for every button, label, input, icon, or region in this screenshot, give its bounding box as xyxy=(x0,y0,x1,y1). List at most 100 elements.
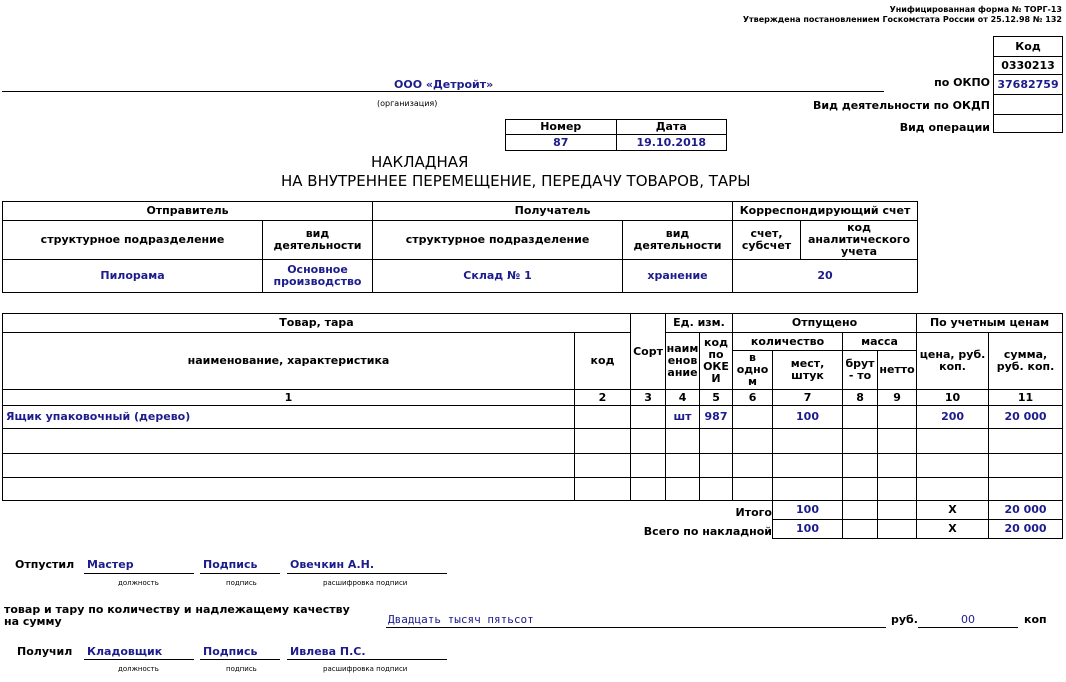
kop-value[interactable]: 00 xyxy=(961,613,975,626)
rub-label: руб. xyxy=(891,613,918,626)
table-cell[interactable] xyxy=(877,453,918,478)
organization-name[interactable]: ООО «Детройт» xyxy=(394,78,494,91)
grand-total-qty: 100 xyxy=(772,519,843,539)
table-cell[interactable] xyxy=(772,453,844,478)
released-sign[interactable]: Подпись xyxy=(203,558,258,571)
sender-dept[interactable]: Пилорама xyxy=(2,259,263,293)
codes-table: Код 0330213 37682759 xyxy=(993,36,1063,133)
okpo-value[interactable]: 37682759 xyxy=(993,74,1063,95)
table-cell[interactable] xyxy=(630,405,667,429)
table-cell[interactable]: 100 xyxy=(772,405,844,429)
table-cell[interactable] xyxy=(916,428,990,454)
table-cell[interactable] xyxy=(842,428,879,454)
in-one-header: в одно м xyxy=(732,350,774,390)
okpo-label: по ОКПО xyxy=(934,76,990,89)
released-name-caption: расшифровка подписи xyxy=(323,579,408,587)
column-number: 11 xyxy=(988,389,1064,406)
received-sign-caption: подпись xyxy=(226,665,257,673)
okei-header: код по ОКЕ И xyxy=(699,332,734,390)
doc-date[interactable]: 19.10.2018 xyxy=(615,134,727,151)
table-cell[interactable] xyxy=(2,477,575,501)
places-header: мест, штук xyxy=(772,350,844,390)
table-cell[interactable] xyxy=(877,405,918,429)
receiver-activity[interactable]: хранение xyxy=(622,259,734,293)
receiver-activity-header: вид деятельности xyxy=(622,220,734,260)
table-row xyxy=(2,428,1064,454)
column-number: 3 xyxy=(630,389,667,406)
amount-text: товар и тару по количеству и надлежащему… xyxy=(4,603,350,628)
table-cell[interactable] xyxy=(630,453,667,478)
table-cell[interactable] xyxy=(988,428,1064,454)
total-price: Х xyxy=(916,500,989,520)
unit-header: Ед. изм. xyxy=(665,313,734,333)
table-cell[interactable] xyxy=(988,453,1064,478)
released-name[interactable]: Овечкин А.Н. xyxy=(290,558,375,571)
sender-activity[interactable]: Основное производство xyxy=(261,259,374,293)
receiver-dept[interactable]: Склад № 1 xyxy=(372,259,624,293)
released-position[interactable]: Мастер xyxy=(87,558,134,571)
totals-table: 100 Х 20 000 100 Х 20 000 xyxy=(772,500,1063,539)
table-cell[interactable] xyxy=(573,477,632,501)
table-row: Ящик упаковочный (дерево) шт 987 100 200 20 0… xyxy=(2,405,1064,429)
received-sign[interactable]: Подпись xyxy=(203,645,258,658)
table-cell[interactable] xyxy=(699,428,734,454)
table-cell[interactable] xyxy=(842,453,879,478)
table-cell[interactable] xyxy=(573,405,632,429)
table-cell[interactable]: Ящик упаковочный (дерево) xyxy=(2,405,575,429)
received-name[interactable]: Ивлева П.С. xyxy=(290,645,366,658)
operation-value[interactable] xyxy=(993,114,1063,133)
parties-table: Отправитель Получатель Корреспондирующий с… xyxy=(1,201,919,293)
released-label: Отпустил xyxy=(15,558,75,571)
table-cell[interactable]: 200 xyxy=(916,405,990,429)
table-cell[interactable] xyxy=(916,453,990,478)
table-cell[interactable] xyxy=(699,453,734,478)
table-cell[interactable] xyxy=(732,405,774,429)
account-value[interactable]: 20 xyxy=(732,259,919,293)
column-number: 2 xyxy=(573,389,632,406)
code-header: Код xyxy=(993,36,1063,57)
grade-header: Сорт xyxy=(630,313,667,390)
organization-caption: (организация) xyxy=(377,99,438,108)
table-cell[interactable] xyxy=(877,477,918,501)
table-cell[interactable] xyxy=(699,477,734,501)
table-cell[interactable]: 987 xyxy=(699,405,734,429)
grand-total-net xyxy=(877,519,917,539)
okdp-value[interactable] xyxy=(993,94,1063,115)
table-cell[interactable]: 20 000 xyxy=(988,405,1064,429)
kop-label: коп xyxy=(1024,613,1047,626)
column-number: 5 xyxy=(699,389,734,406)
table-cell[interactable] xyxy=(2,428,575,454)
table-cell[interactable] xyxy=(573,453,632,478)
table-cell[interactable] xyxy=(665,428,701,454)
received-position[interactable]: Кладовщик xyxy=(87,645,163,658)
doc-number[interactable]: 87 xyxy=(505,134,617,151)
table-cell[interactable] xyxy=(665,453,701,478)
goods-header: Товар, тара xyxy=(1,313,632,333)
table-cell[interactable] xyxy=(988,477,1064,501)
table-cell[interactable] xyxy=(630,428,667,454)
table-cell[interactable]: шт xyxy=(665,405,701,429)
total-gross xyxy=(842,500,878,520)
table-cell[interactable] xyxy=(630,477,667,501)
table-cell[interactable] xyxy=(877,428,918,454)
table-cell[interactable] xyxy=(2,453,575,478)
table-cell[interactable] xyxy=(732,477,774,501)
table-cell[interactable] xyxy=(732,453,774,478)
table-cell[interactable] xyxy=(772,477,844,501)
table-cell[interactable] xyxy=(732,428,774,454)
acc-sub-header: счет, субсчет xyxy=(732,220,802,260)
table-cell[interactable] xyxy=(916,477,990,501)
column-number: 6 xyxy=(732,389,774,406)
organization-line xyxy=(2,91,884,92)
okdp-label: Вид деятельности по ОКДП xyxy=(813,99,990,112)
table-cell[interactable] xyxy=(772,428,844,454)
grand-total-gross xyxy=(842,519,878,539)
table-cell[interactable] xyxy=(665,477,701,501)
amount-words[interactable]: Двадцать тысяч пятьсот xyxy=(388,613,534,626)
table-cell[interactable] xyxy=(842,405,879,429)
table-cell[interactable] xyxy=(842,477,879,501)
name-header: наименование, характеристика xyxy=(2,332,575,390)
gross-header: брут - то xyxy=(842,350,879,390)
table-cell[interactable] xyxy=(573,428,632,454)
total-sum: 20 000 xyxy=(988,500,1063,520)
